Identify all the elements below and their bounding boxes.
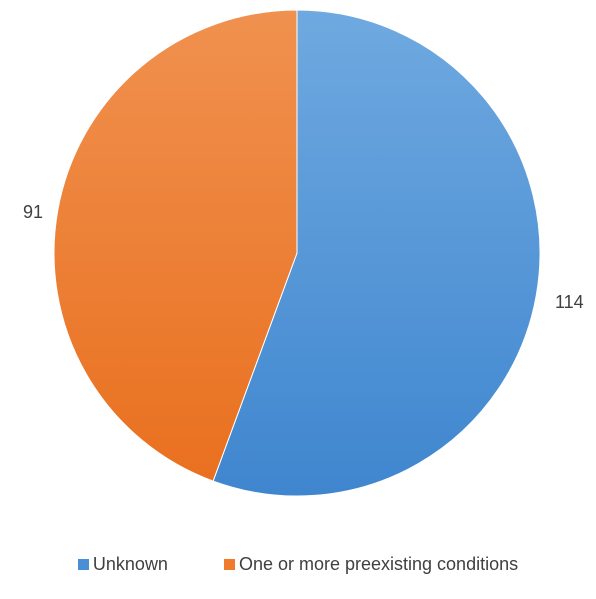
legend: Unknown One or more preexisting conditio… <box>0 551 596 577</box>
pie-slice-unknown <box>212 9 541 497</box>
legend-swatch-preexisting <box>223 558 235 570</box>
pie-slice-preexisting <box>53 9 298 482</box>
legend-label-preexisting: One or more preexisting conditions <box>238 553 519 574</box>
legend-swatch-unknown <box>77 558 89 570</box>
legend-label-unknown: Unknown <box>92 553 168 574</box>
data-label-unknown: 114 <box>555 292 584 312</box>
pie-slices <box>53 9 541 497</box>
legend-item-unknown: Unknown <box>77 553 168 575</box>
legend-item-preexisting: One or more preexisting conditions <box>223 553 519 575</box>
data-label-preexisting: 91 <box>23 202 43 222</box>
